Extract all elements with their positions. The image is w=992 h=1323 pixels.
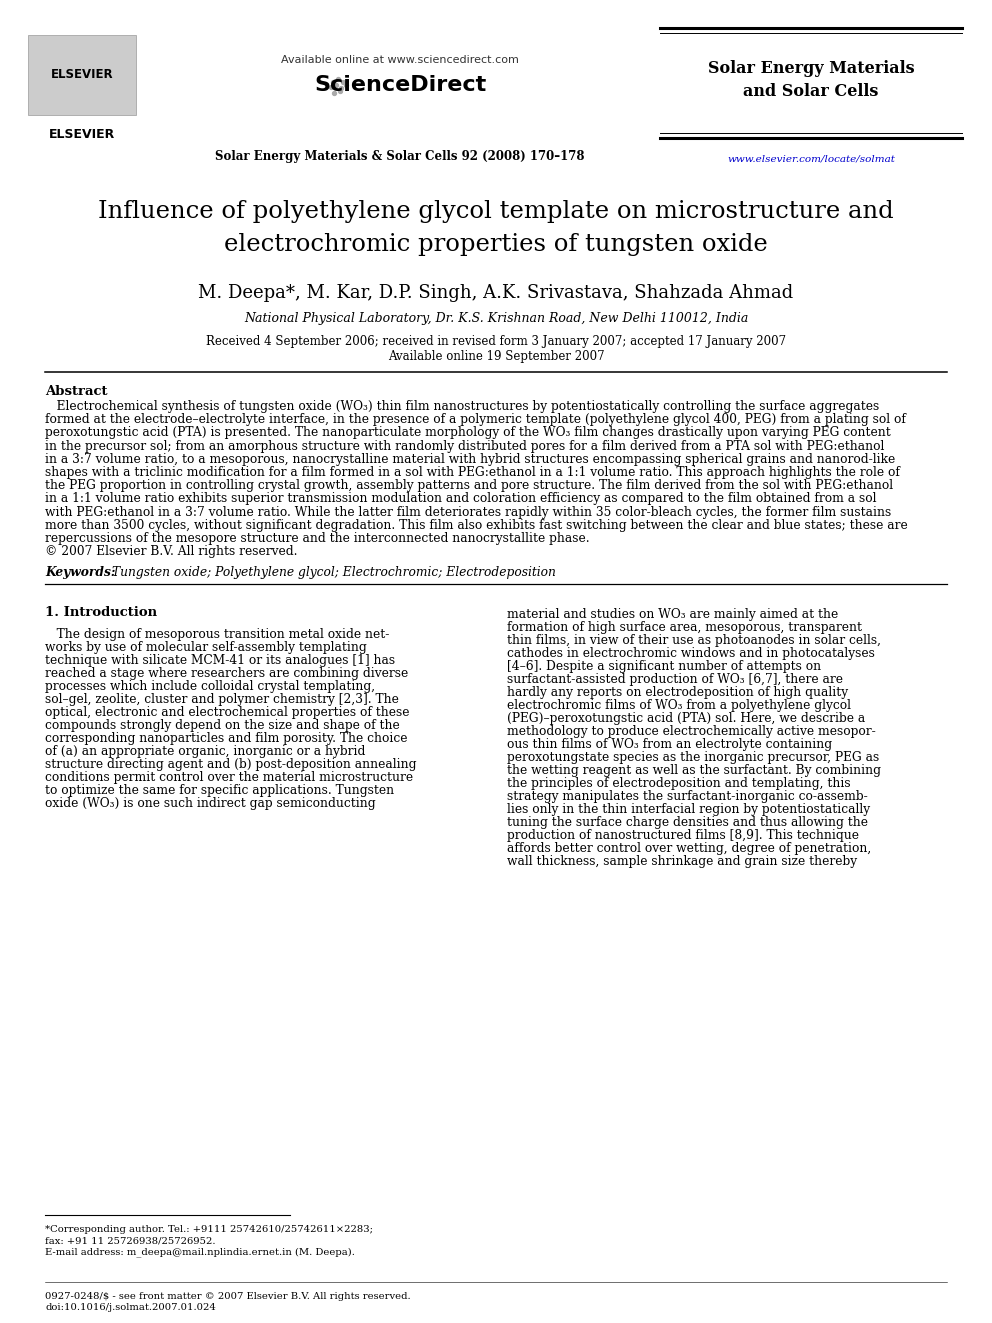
Text: works by use of molecular self-assembly templating: works by use of molecular self-assembly … <box>45 642 367 655</box>
Text: ELSEVIER: ELSEVIER <box>49 128 115 142</box>
Text: tuning the surface charge densities and thus allowing the: tuning the surface charge densities and … <box>507 816 868 830</box>
Text: to optimize the same for specific applications. Tungsten: to optimize the same for specific applic… <box>45 785 394 798</box>
Text: in a 1:1 volume ratio exhibits superior transmission modulation and coloration e: in a 1:1 volume ratio exhibits superior … <box>45 492 877 505</box>
Text: hardly any reports on electrodeposition of high quality: hardly any reports on electrodeposition … <box>507 687 848 700</box>
Text: Solar Energy Materials
and Solar Cells: Solar Energy Materials and Solar Cells <box>707 60 915 101</box>
Text: ELSEVIER: ELSEVIER <box>51 69 113 82</box>
Text: more than 3500 cycles, without significant degradation. This film also exhibits : more than 3500 cycles, without significa… <box>45 519 908 532</box>
Text: [4–6]. Despite a significant number of attempts on: [4–6]. Despite a significant number of a… <box>507 660 821 673</box>
Text: electrochromic films of WO₃ from a polyethylene glycol: electrochromic films of WO₃ from a polye… <box>507 700 851 712</box>
Text: technique with silicate MCM-41 or its analogues [1] has: technique with silicate MCM-41 or its an… <box>45 655 395 667</box>
Text: corresponding nanoparticles and film porosity. The choice: corresponding nanoparticles and film por… <box>45 733 408 745</box>
Text: peroxotungstate species as the inorganic precursor, PEG as: peroxotungstate species as the inorganic… <box>507 751 879 765</box>
Text: peroxotungstic acid (PTA) is presented. The nanoparticulate morphology of the WO: peroxotungstic acid (PTA) is presented. … <box>45 426 891 439</box>
Text: optical, electronic and electrochemical properties of these: optical, electronic and electrochemical … <box>45 706 410 720</box>
Text: E-mail address: m_deepa@mail.nplindia.ernet.in (M. Deepa).: E-mail address: m_deepa@mail.nplindia.er… <box>45 1248 355 1257</box>
Text: material and studies on WO₃ are mainly aimed at the: material and studies on WO₃ are mainly a… <box>507 609 838 622</box>
Text: *Corresponding author. Tel.: +9111 25742610/25742611×2283;: *Corresponding author. Tel.: +9111 25742… <box>45 1225 373 1234</box>
Text: Available online at www.sciencedirect.com: Available online at www.sciencedirect.co… <box>281 56 519 65</box>
Point <box>332 81 348 102</box>
Text: Tungsten oxide; Polyethylene glycol; Electrochromic; Electrodeposition: Tungsten oxide; Polyethylene glycol; Ele… <box>112 566 556 579</box>
Text: www.elsevier.com/locate/solmat: www.elsevier.com/locate/solmat <box>727 155 895 164</box>
Text: ous thin films of WO₃ from an electrolyte containing: ous thin films of WO₃ from an electrolyt… <box>507 738 832 751</box>
Text: strategy manipulates the surfactant-inorganic co-assemb-: strategy manipulates the surfactant-inor… <box>507 790 868 803</box>
Text: lies only in the thin interfacial region by potentiostatically: lies only in the thin interfacial region… <box>507 803 870 816</box>
Text: shapes with a triclinic modification for a film formed in a sol with PEG:ethanol: shapes with a triclinic modification for… <box>45 466 900 479</box>
Text: Electrochemical synthesis of tungsten oxide (WO₃) thin film nanostructures by po: Electrochemical synthesis of tungsten ox… <box>45 400 879 413</box>
Text: ScienceDirect: ScienceDirect <box>313 75 486 95</box>
Text: formation of high surface area, mesoporous, transparent: formation of high surface area, mesoporo… <box>507 622 862 635</box>
Text: surfactant-assisted production of WO₃ [6,7], there are: surfactant-assisted production of WO₃ [6… <box>507 673 843 687</box>
Text: cathodes in electrochromic windows and in photocatalyses: cathodes in electrochromic windows and i… <box>507 647 875 660</box>
Text: reached a stage where researchers are combining diverse: reached a stage where researchers are co… <box>45 667 409 680</box>
Text: structure directing agent and (b) post-deposition annealing: structure directing agent and (b) post-d… <box>45 758 417 771</box>
Text: the principles of electrodeposition and templating, this: the principles of electrodeposition and … <box>507 778 850 790</box>
Text: affords better control over wetting, degree of penetration,: affords better control over wetting, deg… <box>507 843 871 856</box>
Text: National Physical Laboratory, Dr. K.S. Krishnan Road, New Delhi 110012, India: National Physical Laboratory, Dr. K.S. K… <box>244 312 748 325</box>
Text: in a 3:7 volume ratio, to a mesoporous, nanocrystalline material with hybrid str: in a 3:7 volume ratio, to a mesoporous, … <box>45 452 895 466</box>
Text: methodology to produce electrochemically active mesopor-: methodology to produce electrochemically… <box>507 725 876 738</box>
Text: Available online 19 September 2007: Available online 19 September 2007 <box>388 351 604 363</box>
Point <box>328 74 344 95</box>
Text: sol–gel, zeolite, cluster and polymer chemistry [2,3]. The: sol–gel, zeolite, cluster and polymer ch… <box>45 693 399 706</box>
Text: doi:10.1016/j.solmat.2007.01.024: doi:10.1016/j.solmat.2007.01.024 <box>45 1303 216 1312</box>
Bar <box>28 34 136 115</box>
Text: oxide (WO₃) is one such indirect gap semiconducting: oxide (WO₃) is one such indirect gap sem… <box>45 798 376 811</box>
Text: © 2007 Elsevier B.V. All rights reserved.: © 2007 Elsevier B.V. All rights reserved… <box>45 545 298 558</box>
Point <box>325 71 341 93</box>
Text: M. Deepa*, M. Kar, D.P. Singh, A.K. Srivastava, Shahzada Ahmad: M. Deepa*, M. Kar, D.P. Singh, A.K. Sriv… <box>198 284 794 302</box>
Point <box>338 74 354 95</box>
Text: the PEG proportion in controlling crystal growth, assembly patterns and pore str: the PEG proportion in controlling crysta… <box>45 479 893 492</box>
Text: 1. Introduction: 1. Introduction <box>45 606 157 619</box>
Text: in the precursor sol; from an amorphous structure with randomly distributed pore: in the precursor sol; from an amorphous … <box>45 439 885 452</box>
Text: Influence of polyethylene glycol template on microstructure and: Influence of polyethylene glycol templat… <box>98 200 894 224</box>
Text: repercussions of the mesopore structure and the interconnected nanocrystallite p: repercussions of the mesopore structure … <box>45 532 589 545</box>
Text: processes which include colloidal crystal templating,: processes which include colloidal crysta… <box>45 680 375 693</box>
Text: of (a) an appropriate organic, inorganic or a hybrid: of (a) an appropriate organic, inorganic… <box>45 745 365 758</box>
Text: Received 4 September 2006; received in revised form 3 January 2007; accepted 17 : Received 4 September 2006; received in r… <box>206 335 786 348</box>
Point <box>323 77 339 98</box>
Text: (PEG)–peroxotungstic acid (PTA) sol. Here, we describe a: (PEG)–peroxotungstic acid (PTA) sol. Her… <box>507 712 865 725</box>
Point <box>330 69 346 90</box>
Text: Keywords:: Keywords: <box>45 566 115 579</box>
Text: thin films, in view of their use as photoanodes in solar cells,: thin films, in view of their use as phot… <box>507 635 881 647</box>
Text: the wetting reagent as well as the surfactant. By combining: the wetting reagent as well as the surfa… <box>507 765 881 778</box>
Text: Abstract: Abstract <box>45 385 107 398</box>
Text: fax: +91 11 25726938/25726952.: fax: +91 11 25726938/25726952. <box>45 1236 215 1245</box>
Point <box>326 82 342 103</box>
Text: Solar Energy Materials & Solar Cells 92 (2008) 170–178: Solar Energy Materials & Solar Cells 92 … <box>215 149 584 163</box>
Text: The design of mesoporous transition metal oxide net-: The design of mesoporous transition meta… <box>45 628 390 642</box>
Text: wall thickness, sample shrinkage and grain size thereby: wall thickness, sample shrinkage and gra… <box>507 856 857 868</box>
Text: with PEG:ethanol in a 3:7 volume ratio. While the latter film deteriorates rapid: with PEG:ethanol in a 3:7 volume ratio. … <box>45 505 891 519</box>
Text: 0927-0248/$ - see front matter © 2007 Elsevier B.V. All rights reserved.: 0927-0248/$ - see front matter © 2007 El… <box>45 1293 411 1301</box>
Text: electrochromic properties of tungsten oxide: electrochromic properties of tungsten ox… <box>224 233 768 255</box>
Point <box>335 71 351 93</box>
Text: production of nanostructured films [8,9]. This technique: production of nanostructured films [8,9]… <box>507 830 859 843</box>
Text: formed at the electrode–electrolyte interface, in the presence of a polymeric te: formed at the electrode–electrolyte inte… <box>45 413 906 426</box>
Text: conditions permit control over the material microstructure: conditions permit control over the mater… <box>45 771 413 785</box>
Text: compounds strongly depend on the size and shape of the: compounds strongly depend on the size an… <box>45 720 400 733</box>
Point <box>333 78 349 99</box>
